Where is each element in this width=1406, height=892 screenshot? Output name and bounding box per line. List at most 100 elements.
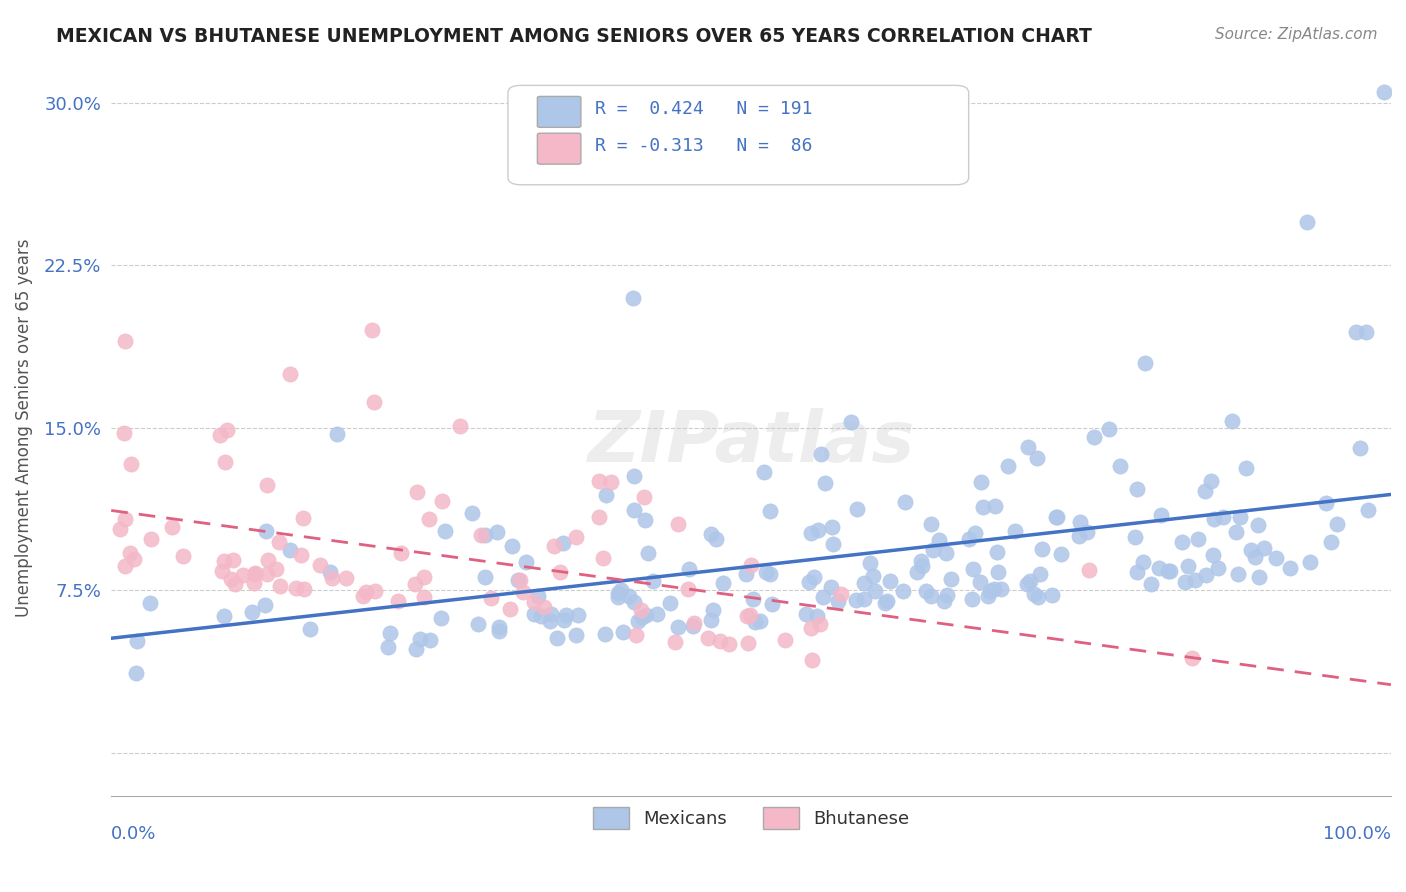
- Point: [1326, 516, 1348, 531]
- Point: [257, 553, 280, 567]
- Point: [977, 589, 1000, 603]
- Point: [920, 516, 942, 531]
- Point: [1177, 559, 1199, 574]
- Point: [631, 609, 654, 624]
- Point: [1220, 414, 1243, 428]
- Point: [846, 501, 869, 516]
- Point: [380, 626, 402, 640]
- Point: [986, 545, 1008, 559]
- Point: [839, 415, 862, 429]
- Point: [740, 558, 762, 573]
- Point: [682, 619, 704, 633]
- Point: [242, 576, 264, 591]
- Point: [567, 608, 589, 623]
- Point: [610, 583, 633, 598]
- Point: [418, 511, 440, 525]
- Point: [256, 566, 278, 581]
- Point: [800, 621, 823, 635]
- Point: [1202, 511, 1225, 525]
- Point: [565, 530, 588, 544]
- Point: [699, 613, 721, 627]
- Text: ZIPatlas: ZIPatlas: [588, 408, 915, 477]
- Point: [141, 532, 163, 546]
- Point: [1069, 515, 1091, 529]
- Point: [354, 585, 377, 599]
- Point: [607, 586, 630, 600]
- Point: [939, 572, 962, 586]
- Point: [508, 573, 530, 587]
- Point: [215, 423, 238, 437]
- Point: [1253, 541, 1275, 556]
- Point: [821, 519, 844, 533]
- Point: [637, 546, 659, 560]
- Point: [1026, 450, 1049, 465]
- Point: [540, 607, 562, 621]
- Point: [588, 510, 610, 524]
- Point: [1225, 524, 1247, 539]
- Point: [1024, 587, 1046, 601]
- Point: [979, 584, 1001, 599]
- Point: [546, 631, 568, 645]
- Point: [709, 633, 731, 648]
- Point: [1174, 575, 1197, 590]
- Point: [697, 632, 720, 646]
- Point: [1181, 651, 1204, 665]
- Point: [1355, 325, 1378, 339]
- Point: [321, 571, 343, 585]
- Point: [1031, 542, 1053, 557]
- Point: [621, 291, 644, 305]
- Point: [406, 484, 429, 499]
- Point: [936, 588, 959, 602]
- Point: [718, 637, 741, 651]
- Point: [920, 589, 942, 603]
- Point: [623, 595, 645, 609]
- Point: [969, 575, 991, 590]
- Point: [645, 607, 668, 621]
- Point: [740, 607, 762, 622]
- Point: [360, 323, 382, 337]
- Point: [666, 516, 689, 531]
- Point: [1123, 530, 1146, 544]
- Point: [467, 616, 489, 631]
- Text: 0.0%: 0.0%: [111, 825, 156, 843]
- Point: [748, 614, 770, 628]
- Point: [292, 511, 315, 525]
- Point: [875, 596, 897, 610]
- Point: [284, 582, 307, 596]
- Point: [1320, 535, 1343, 549]
- Point: [588, 474, 610, 488]
- Point: [1372, 85, 1395, 99]
- Point: [1357, 503, 1379, 517]
- Point: [755, 566, 778, 580]
- Point: [1076, 524, 1098, 539]
- Point: [538, 615, 561, 629]
- Point: [905, 565, 928, 579]
- Point: [1239, 543, 1261, 558]
- Point: [1159, 564, 1181, 578]
- Point: [1067, 529, 1090, 543]
- Point: [527, 589, 550, 603]
- Point: [761, 597, 783, 611]
- Point: [553, 614, 575, 628]
- Point: [114, 334, 136, 349]
- Point: [1147, 561, 1170, 575]
- Point: [240, 605, 263, 619]
- Point: [222, 552, 245, 566]
- Point: [969, 475, 991, 489]
- Point: [1246, 517, 1268, 532]
- Text: MEXICAN VS BHUTANESE UNEMPLOYMENT AMONG SENIORS OVER 65 YEARS CORRELATION CHART: MEXICAN VS BHUTANESE UNEMPLOYMENT AMONG …: [56, 27, 1092, 45]
- Point: [522, 595, 544, 609]
- Point: [1028, 567, 1050, 582]
- Point: [352, 589, 374, 603]
- Point: [474, 570, 496, 584]
- Point: [110, 522, 132, 536]
- Point: [623, 469, 645, 483]
- Point: [1184, 573, 1206, 587]
- Point: [335, 572, 357, 586]
- Point: [377, 640, 399, 654]
- Point: [232, 568, 254, 582]
- Point: [122, 552, 145, 566]
- Point: [617, 589, 640, 603]
- Point: [773, 632, 796, 647]
- Point: [810, 447, 832, 461]
